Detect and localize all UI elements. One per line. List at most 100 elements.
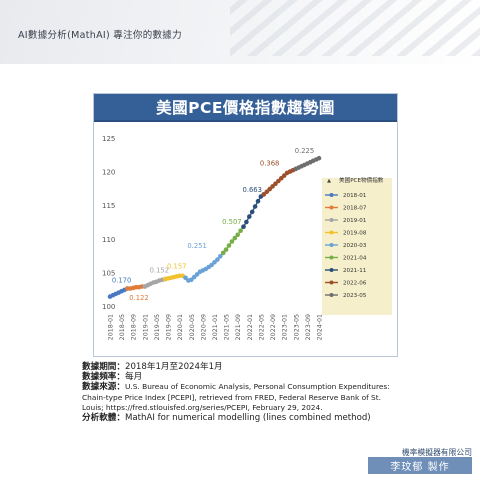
source-label: 數據來源：: [82, 382, 125, 393]
data-point: [194, 272, 200, 277]
x-tick-label: 2023-05: [293, 314, 300, 340]
legend-marker-triangle: ▲: [327, 178, 331, 184]
data-point: [279, 176, 284, 181]
legend-entry: 2019-01: [343, 218, 367, 224]
data-point: [252, 204, 258, 209]
legend-background: [322, 178, 392, 315]
slope-annotation: 0.152: [150, 266, 169, 274]
legend-swatch-dot: [329, 293, 334, 297]
data-point: [241, 224, 246, 229]
pce-line-chart: 100 105 110 115 120 125 2018-01 2018-05 2018-09 2…: [102, 135, 384, 340]
data-point: [183, 275, 188, 281]
legend-entry: 2021-04: [343, 256, 367, 262]
slope-annotation: 0.368: [260, 160, 279, 168]
frequency-value: 每月: [124, 372, 143, 383]
legend-swatch-dot: [329, 205, 334, 210]
data-point: [191, 274, 197, 280]
x-tick-label: 2023-09: [305, 314, 312, 340]
data-point: [276, 178, 281, 184]
slope-annotation: 0.251: [187, 242, 206, 250]
legend-entry: 2018-07: [343, 206, 367, 212]
legend-entry: 2023-05: [343, 293, 367, 299]
slope-annotation: 0.507: [222, 218, 241, 226]
x-tick-label: 2023-01: [282, 314, 289, 340]
legend-swatch-dot: [329, 230, 334, 235]
x-tick-label: 2019-01: [142, 314, 149, 340]
x-tick-label: 2019-09: [166, 314, 173, 340]
legend-swatch-dot: [329, 280, 334, 285]
data-point: [215, 257, 220, 262]
data-point: [270, 184, 275, 189]
header-stripes: [230, 0, 480, 56]
x-tick-label: 2018-05: [119, 314, 126, 340]
y-tick-label: 125: [102, 135, 115, 143]
x-tick-label: 2021-05: [224, 314, 231, 340]
legend-swatch-dot: [329, 255, 334, 260]
x-tick-label: 2020-05: [189, 314, 196, 340]
legend-swatch-dot: [329, 268, 334, 272]
frequency-label: 數據頻率：: [82, 372, 125, 383]
legend-entry: 2022-06: [343, 281, 367, 287]
y-tick-label: 100: [102, 303, 115, 311]
x-tick-label: 2019-05: [154, 314, 161, 340]
legend-swatch-dot: [329, 218, 334, 222]
x-tick-label: 2024-01: [317, 314, 324, 340]
header-background: [0, 0, 480, 64]
slope-annotation: 0.225: [295, 147, 314, 155]
x-tick-label: 2021-01: [212, 314, 219, 340]
legend-swatch-dot: [329, 243, 334, 247]
company-name: 機率模擬器有限公司: [401, 448, 472, 457]
data-point: [267, 186, 272, 192]
data-point: [244, 219, 249, 225]
data-point: [212, 260, 217, 265]
data-point: [226, 243, 232, 248]
data-point: [261, 192, 267, 197]
legend-entry: 2019-08: [343, 231, 367, 237]
legend-title: 美國PCE物價指數: [339, 176, 384, 184]
data-point: [223, 247, 229, 252]
period-label: 數據期間：: [82, 362, 125, 372]
legend-swatch-dot: [329, 193, 334, 197]
chart-title: 美國PCE價格指數趨勢圖: [94, 94, 397, 122]
author-badge: 李玟郁 製作: [368, 457, 472, 474]
data-point: [235, 232, 240, 238]
slope-annotation: 0.663: [243, 186, 262, 194]
data-point: [232, 235, 238, 241]
x-tick-label: 2018-01: [108, 314, 115, 340]
y-tick-label: 105: [102, 269, 115, 277]
data-point: [220, 250, 226, 256]
data-point: [281, 173, 287, 178]
software-label: 分析軟體：: [82, 413, 125, 424]
data-point: [209, 262, 214, 268]
source-value: U.S. Bureau of Economic Analysis, Person…: [82, 382, 390, 412]
slope-annotation: 0.157: [167, 262, 186, 270]
x-tick-label: 2022-09: [270, 314, 277, 340]
data-point: [247, 214, 252, 219]
software-value: MathAI for numerical modelling (lines co…: [124, 413, 371, 424]
notes-block: 數據期間：2018年1月至2024年1月 數據頻率：每月 數據來源：U.S. B…: [82, 362, 402, 423]
series-line-2020-03: [185, 252, 224, 282]
legend-entry: 2020-03: [343, 243, 367, 249]
y-tick-label: 120: [102, 169, 115, 177]
x-tick-label: 2022-05: [258, 314, 265, 340]
period-value: 2018年1月至2024年1月: [124, 362, 223, 372]
data-point: [238, 228, 243, 233]
data-point: [264, 189, 270, 195]
page-header-title: AI數據分析(MathAI) 專注你的數據力: [18, 30, 182, 41]
legend-entry: 2021-11: [343, 268, 367, 274]
slope-annotation: 0.122: [129, 294, 148, 302]
data-point: [249, 209, 255, 215]
data-point: [218, 254, 223, 259]
x-tick-label: 2018-09: [131, 314, 138, 340]
y-tick-label: 110: [102, 236, 115, 244]
data-point: [273, 181, 278, 186]
data-point: [229, 239, 235, 244]
x-tick-label: 2020-09: [200, 314, 207, 340]
x-tick-label: 2020-01: [177, 314, 184, 340]
data-point: [316, 155, 322, 161]
chart-panel: 美國PCE價格指數趨勢圖 100 105 110 115 120 125 2018-01 20…: [93, 93, 398, 357]
x-tick-label: 2021-09: [235, 314, 242, 340]
data-point: [255, 198, 261, 204]
x-tick-label: 2022-01: [247, 314, 254, 340]
slope-annotation: 0.170: [112, 276, 131, 284]
